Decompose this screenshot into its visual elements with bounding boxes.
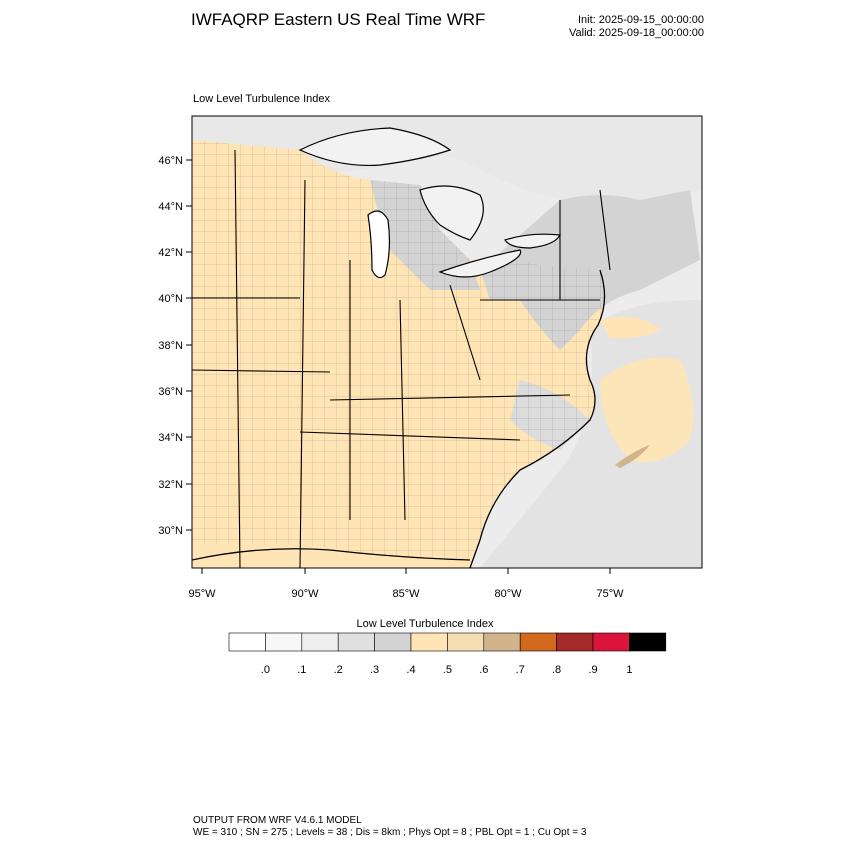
- lat-label: 34°N: [158, 432, 183, 444]
- colorbar-swatch: [592, 632, 630, 652]
- plot-title: IWFAQRP Eastern US Real Time WRF: [191, 10, 486, 29]
- map-frame: [191, 115, 703, 569]
- lon-label: 90°W: [291, 588, 319, 600]
- colorbar-swatch: [265, 632, 303, 652]
- lake-ontario: [504, 233, 561, 249]
- lake-huron: [419, 185, 484, 241]
- colorbar-swatch: [556, 632, 594, 652]
- colorbar-swatch: [337, 632, 375, 652]
- lat-label: 32°N: [158, 479, 183, 491]
- map-area: [192, 116, 702, 568]
- lat-label: 40°N: [158, 293, 183, 305]
- colorbar-tick-label: .4: [406, 664, 415, 676]
- footer-config-line: WE = 310 ; SN = 275 ; Levels = 38 ; Dis …: [193, 827, 587, 838]
- lon-label: 85°W: [392, 588, 420, 600]
- colorbar-tick-label: .9: [588, 664, 597, 676]
- lon-label: 80°W: [494, 588, 522, 600]
- state-boundaries: [192, 149, 611, 568]
- colorbar-swatch: [629, 632, 667, 652]
- colorbar-swatch: [519, 632, 557, 652]
- lat-label: 30°N: [158, 525, 183, 537]
- lon-label: 75°W: [596, 588, 624, 600]
- lat-label: 36°N: [158, 386, 183, 398]
- init-time: Init: 2025-09-15_00:00:00: [578, 14, 704, 26]
- lat-label: 44°N: [158, 201, 183, 213]
- gulf-coastline: [192, 548, 471, 561]
- atlantic-turbulence-patch: [600, 357, 694, 463]
- lat-label: 38°N: [158, 340, 183, 352]
- colorbar-swatch: [410, 632, 448, 652]
- colorbar-title: Low Level Turbulence Index: [356, 618, 494, 630]
- offshore-turbulence-patch: [600, 316, 660, 339]
- lat-label: 42°N: [158, 247, 183, 259]
- colorbar-swatch: [228, 632, 266, 652]
- colorbar-tick-label: .8: [552, 664, 561, 676]
- atlantic-tan-streak: [615, 445, 650, 468]
- colorbar-swatch: [374, 632, 412, 652]
- colorbar-tick-label: .5: [443, 664, 452, 676]
- colorbar-tick-label: .0: [261, 664, 270, 676]
- valid-time: Valid: 2025-09-18_00:00:00: [569, 27, 704, 39]
- lon-label: 95°W: [188, 588, 216, 600]
- latitude-axis: 46°N 44°N 42°N 40°N 38°N 36°N 34°N 32°N …: [158, 155, 192, 537]
- colorbar-swatch: [447, 632, 485, 652]
- county-boundaries: [192, 140, 605, 568]
- lake-michigan: [367, 210, 391, 279]
- colorbar-tick-label: .1: [297, 664, 306, 676]
- lake-superior: [298, 127, 452, 166]
- colorbar-tick-label: 1: [626, 664, 632, 676]
- colorbar-tick-label: .6: [479, 664, 488, 676]
- panel-label: Low Level Turbulence Index: [193, 93, 330, 105]
- atlantic-coastline: [469, 269, 606, 568]
- longitude-axis: 95°W 90°W 85°W 80°W 75°W: [188, 568, 624, 600]
- lat-label: 46°N: [158, 155, 183, 167]
- colorbar-swatch: [483, 632, 521, 652]
- colorbar: .0 .1 .2 .3 .4 .5 .6 .7 .8 .9 1: [228, 632, 667, 676]
- colorbar-swatch: [301, 632, 339, 652]
- footer-model-line: OUTPUT FROM WRF V4.6.1 MODEL: [193, 815, 362, 826]
- colorbar-tick-label: .3: [370, 664, 379, 676]
- colorbar-tick-label: .7: [516, 664, 525, 676]
- canada-region: [192, 116, 702, 205]
- lake-erie: [438, 249, 522, 278]
- colorbar-tick-label: .2: [334, 664, 343, 676]
